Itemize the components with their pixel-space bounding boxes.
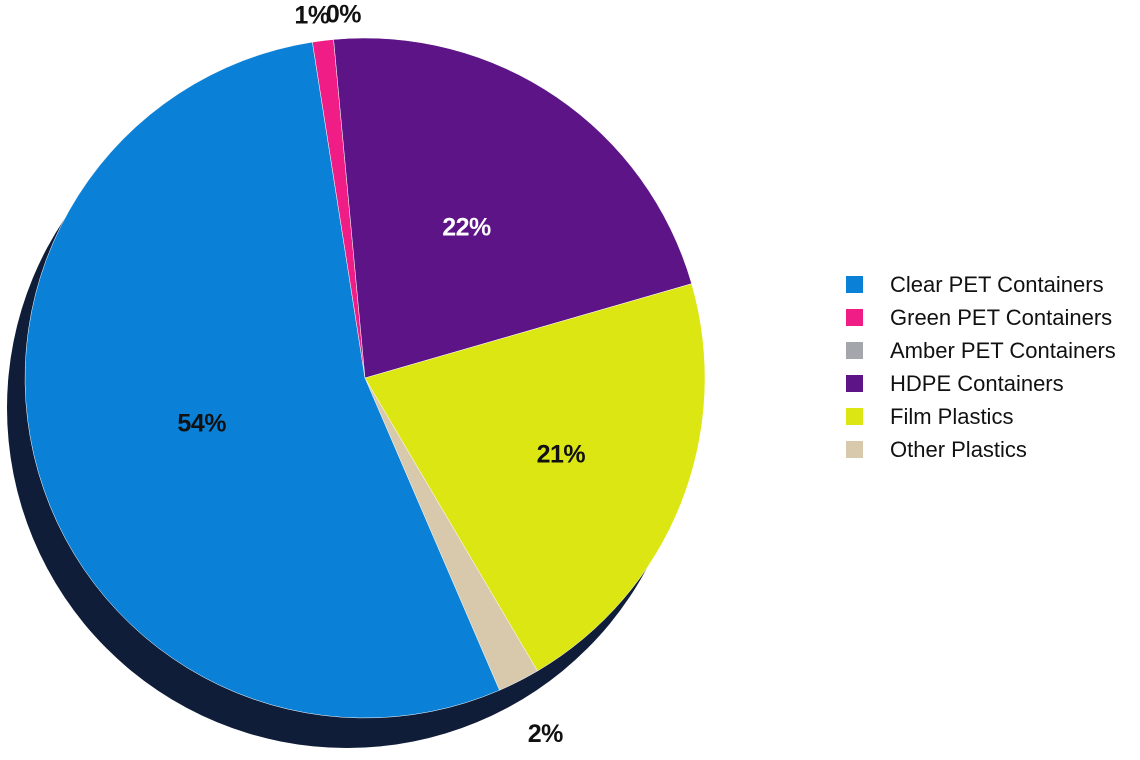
legend-item-hdpe-containers: HDPE Containers — [846, 371, 1064, 396]
slice-label-other-plastics: 2% — [528, 720, 563, 748]
legend-label-film-plastics: Film Plastics — [890, 404, 1013, 429]
slice-label-film-plastics: 21% — [537, 441, 586, 469]
legend-swatch-green-pet-containers — [846, 309, 863, 326]
legend-item-clear-pet-containers: Clear PET Containers — [846, 272, 1104, 297]
legend-item-film-plastics: Film Plastics — [846, 404, 1013, 429]
legend-swatch-clear-pet-containers — [846, 276, 863, 293]
legend-item-green-pet-containers: Green PET Containers — [846, 305, 1112, 330]
legend-swatch-hdpe-containers — [846, 375, 863, 392]
slice-labels: 2% 54% 1%0% 22% 21% — [177, 0, 586, 748]
slice-label-green-pet-containers: 1% — [294, 2, 329, 30]
legend-swatch-other-plastics — [846, 441, 863, 458]
slice-hdpe-containers — [333, 37, 692, 379]
legend-item-other-plastics: Other Plastics — [846, 437, 1027, 462]
slice-label-amber-pet-containers: 0% — [326, 0, 361, 28]
legend-item-amber-pet-containers: Amber PET Containers — [846, 338, 1116, 363]
slice-film-plastics — [364, 283, 706, 672]
legend-label-amber-pet-containers: Amber PET Containers — [890, 338, 1116, 363]
slice-clear-pet-containers — [24, 41, 500, 719]
legend-swatch-film-plastics — [846, 408, 863, 425]
slice-label-hdpe-containers: 22% — [442, 214, 491, 242]
pie-slices — [24, 37, 706, 719]
legend-swatch-amber-pet-containers — [846, 342, 863, 359]
slice-label-clear-pet-containers: 54% — [177, 410, 226, 438]
legend: Clear PET Containers Green PET Containers… — [846, 272, 1116, 462]
legend-label-other-plastics: Other Plastics — [890, 437, 1027, 462]
legend-label-clear-pet-containers: Clear PET Containers — [890, 272, 1104, 297]
legend-label-hdpe-containers: HDPE Containers — [890, 371, 1064, 396]
legend-label-green-pet-containers: Green PET Containers — [890, 305, 1112, 330]
